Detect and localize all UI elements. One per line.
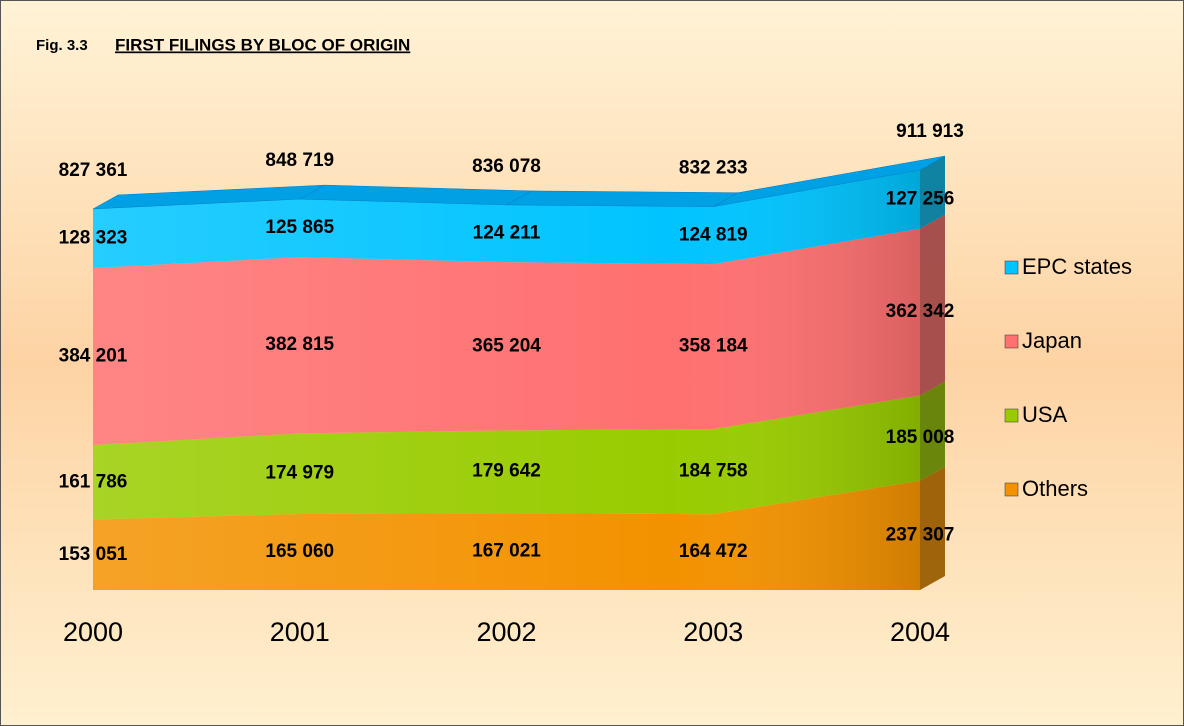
value-label: 237 307 xyxy=(886,524,955,545)
legend-swatch xyxy=(1004,408,1019,423)
value-label: 124 819 xyxy=(679,224,748,245)
side-shadow xyxy=(920,156,945,229)
area-shade xyxy=(93,228,920,445)
value-label: 179 642 xyxy=(472,461,541,482)
side-face xyxy=(920,214,945,396)
total-label: 827 361 xyxy=(59,160,128,181)
side-shadow xyxy=(920,214,945,396)
value-label: 127 256 xyxy=(886,188,955,209)
total-label: 848 719 xyxy=(265,150,334,171)
top-face xyxy=(713,155,946,207)
side-face xyxy=(920,381,945,481)
side-shadow xyxy=(920,381,945,481)
value-label: 185 008 xyxy=(886,427,955,448)
total-label: 836 078 xyxy=(472,156,541,177)
value-label: 164 472 xyxy=(679,541,748,562)
area-shade xyxy=(93,395,920,520)
x-tick-label: 2004 xyxy=(890,617,950,647)
top-face-shade xyxy=(506,190,739,207)
value-label: 174 979 xyxy=(265,463,334,484)
area-shade xyxy=(93,480,920,590)
legend-label: Japan xyxy=(1022,328,1082,353)
x-tick-label: 2003 xyxy=(683,617,743,647)
side-shadow xyxy=(920,466,945,590)
value-label: 125 865 xyxy=(265,217,334,238)
value-label: 358 184 xyxy=(679,336,748,357)
fig-label: Fig. 3.3 xyxy=(36,37,88,54)
top-face-shade xyxy=(299,185,532,205)
legend-swatch xyxy=(1004,334,1019,349)
legend-label: Others xyxy=(1022,476,1088,501)
x-tick-label: 2000 xyxy=(63,617,123,647)
value-label: 384 201 xyxy=(59,346,128,367)
value-label: 153 051 xyxy=(59,544,128,565)
side-face xyxy=(920,466,945,590)
top-face-shade xyxy=(93,185,325,209)
value-label: 128 323 xyxy=(59,228,128,249)
total-label: 832 233 xyxy=(679,158,748,179)
total-label: 911 913 xyxy=(896,121,964,142)
chart-title: FIRST FILINGS BY BLOC OF ORIGIN xyxy=(115,35,410,54)
legend-swatch xyxy=(1004,260,1019,275)
side-face xyxy=(920,156,945,229)
value-label: 362 342 xyxy=(886,301,955,322)
x-tick-label: 2001 xyxy=(270,617,330,647)
value-label: 124 211 xyxy=(473,223,541,244)
value-label: 365 204 xyxy=(472,335,541,356)
value-label: 382 815 xyxy=(265,334,334,355)
value-label: 161 786 xyxy=(59,471,128,492)
value-label: 167 021 xyxy=(472,541,541,562)
area-shade xyxy=(93,170,920,269)
value-label: 165 060 xyxy=(265,541,334,562)
legend-label: EPC states xyxy=(1022,254,1132,279)
x-tick-label: 2002 xyxy=(476,617,536,647)
top-face-shade xyxy=(713,156,945,207)
legend-swatch xyxy=(1004,482,1019,497)
value-label: 184 758 xyxy=(679,461,748,482)
legend-label: USA xyxy=(1022,402,1068,427)
